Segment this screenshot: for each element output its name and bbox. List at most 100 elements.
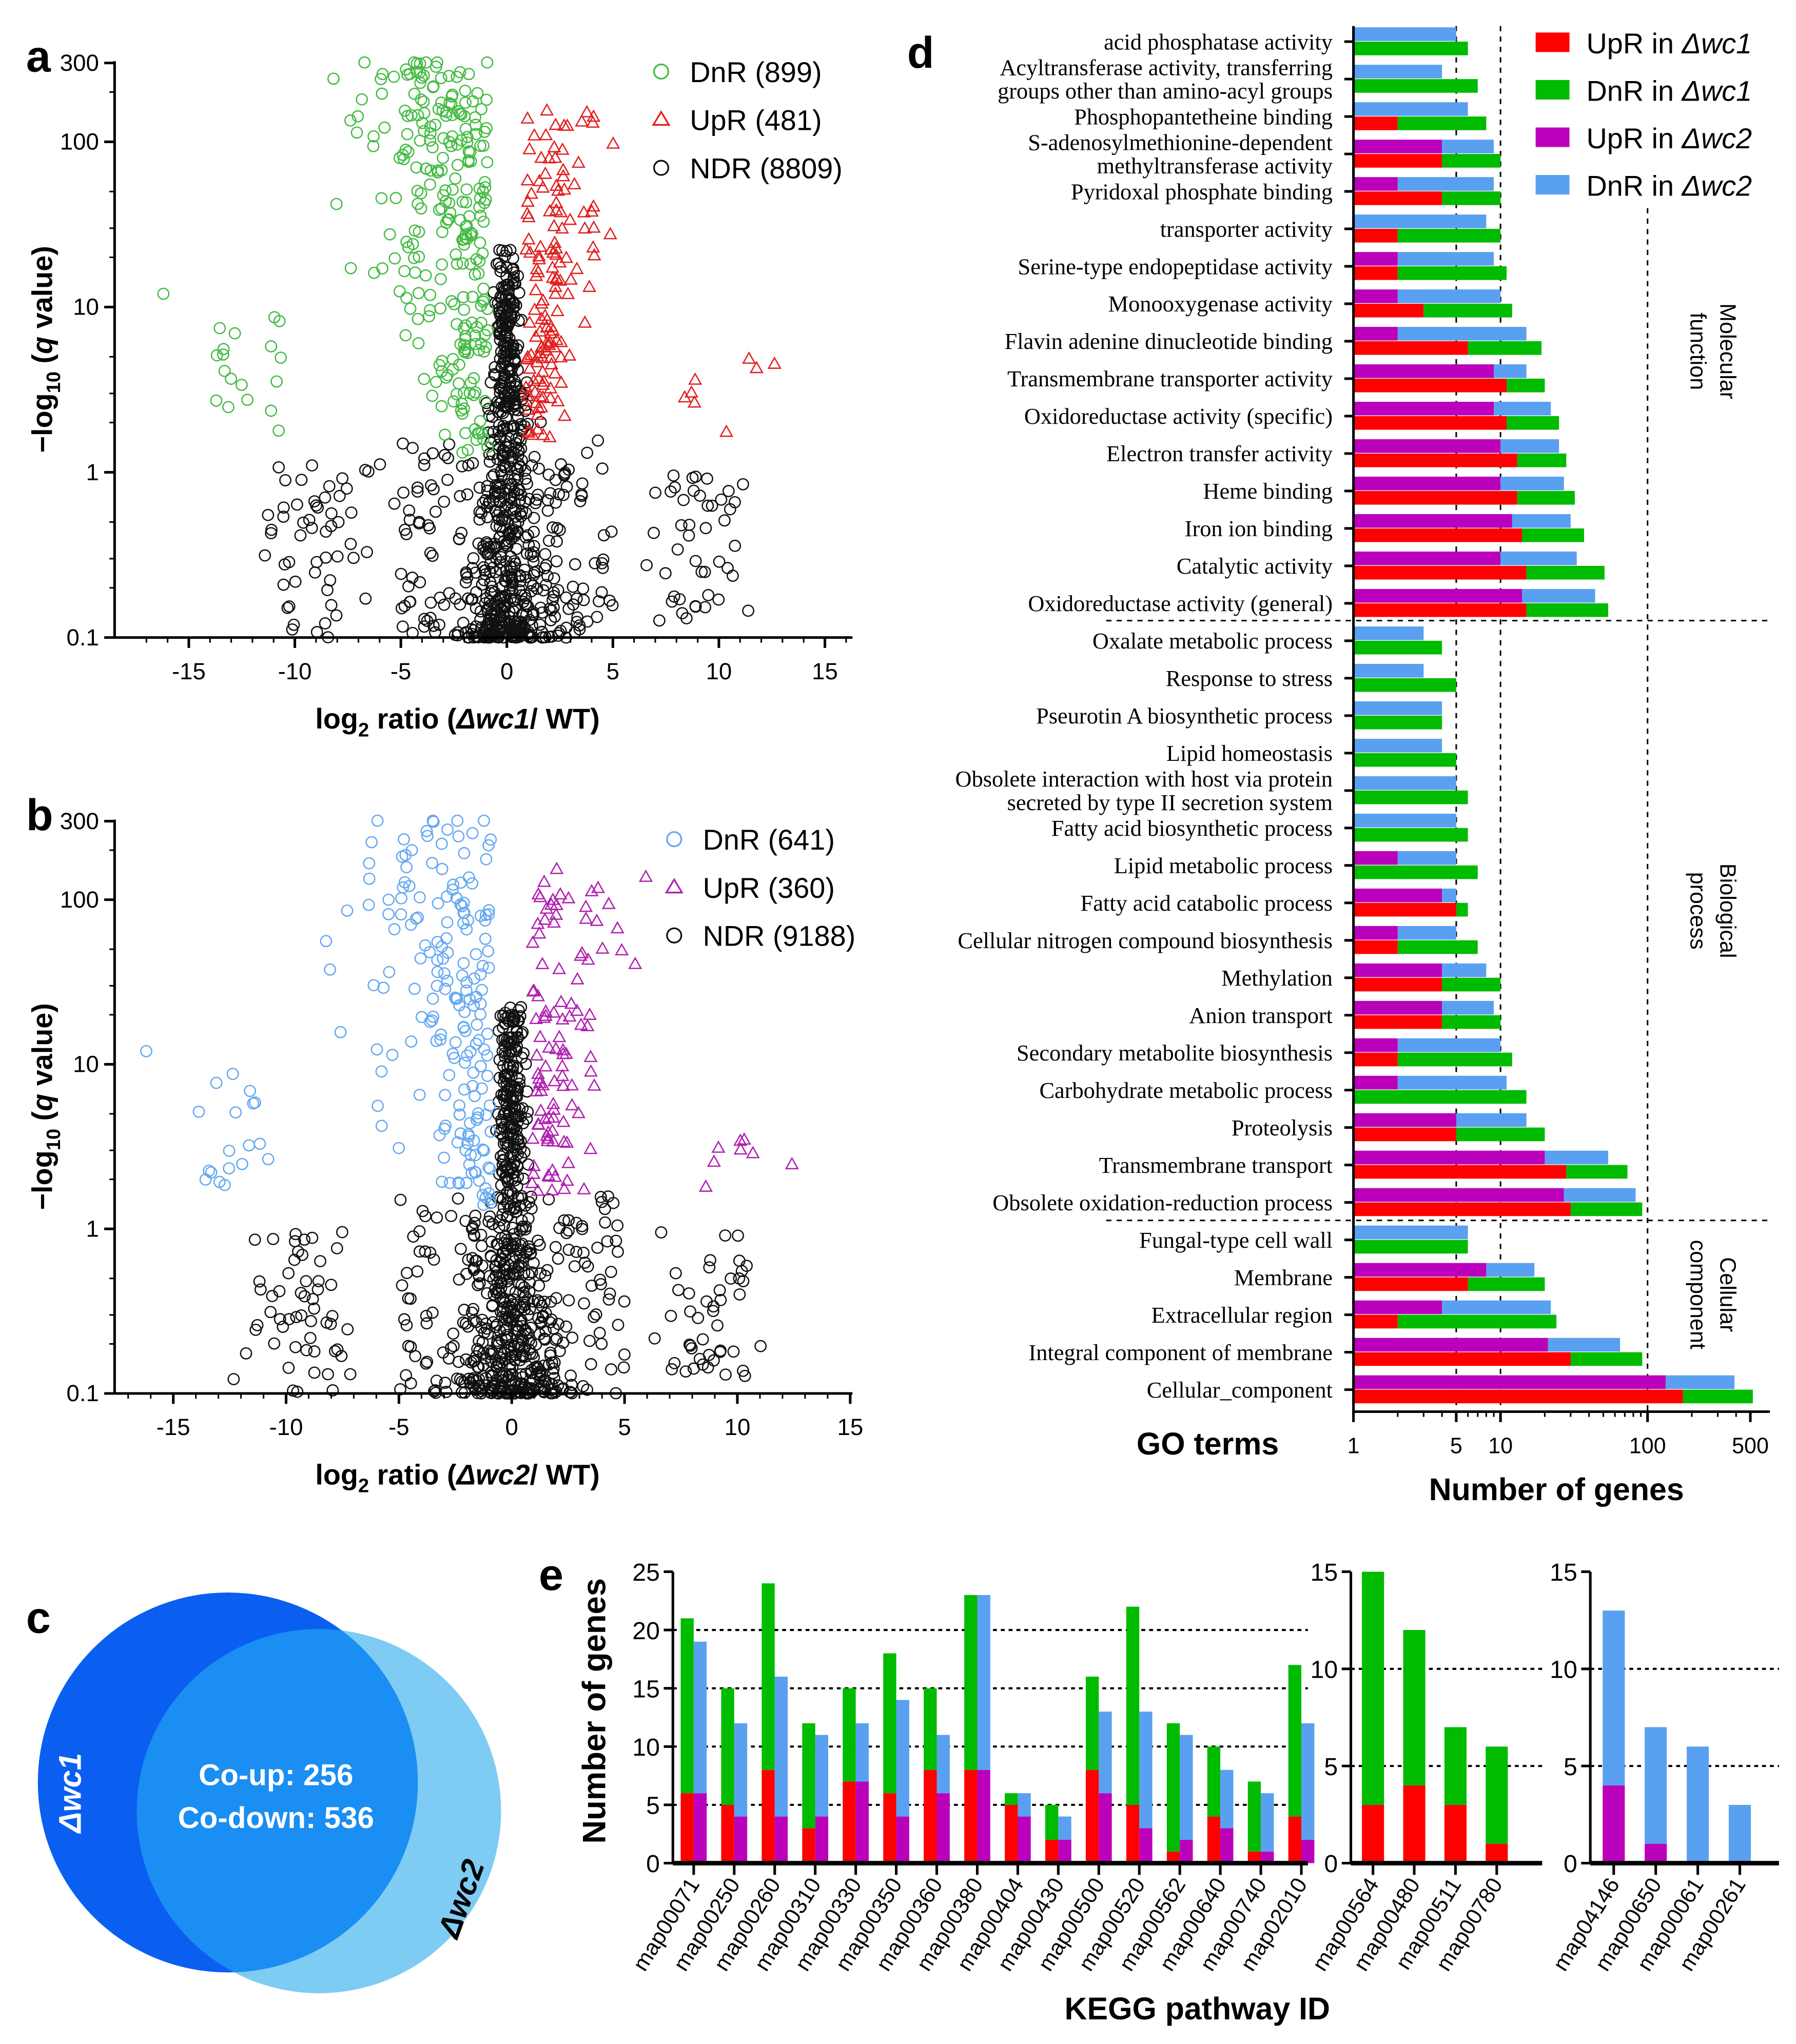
- volcano-point: [546, 1356, 558, 1369]
- volcano-point: [478, 1043, 491, 1056]
- volcano-point: [314, 1255, 326, 1268]
- volcano-point: [473, 427, 485, 440]
- wc1-dn-bar: [1397, 1314, 1557, 1329]
- volcano-point: [412, 337, 425, 349]
- volcano-point: [470, 586, 483, 599]
- go-term-label: S-adenosylmethionine-dependent: [1028, 129, 1333, 155]
- wc1-dn-bar: [1456, 902, 1468, 917]
- volcano-point: [595, 941, 610, 954]
- volcano-point: [482, 541, 495, 554]
- volcano-point: [562, 1294, 575, 1307]
- volcano-point: [719, 1368, 732, 1381]
- volcano-point: [289, 575, 302, 588]
- volcano-point: [499, 539, 512, 552]
- volcano-point: [531, 1066, 545, 1079]
- y-tick-label: 300: [60, 50, 99, 76]
- x-tick-label: 10: [706, 658, 732, 684]
- text-part: / WT): [530, 1459, 600, 1491]
- go-term-row: Oxidoreductase activity (specific): [1024, 402, 1559, 430]
- wc2-dn-bar: [1353, 664, 1424, 678]
- volcano-point: [695, 565, 708, 578]
- volcano-point: [694, 489, 706, 502]
- volcano-point: [426, 141, 439, 153]
- wc1-dn-bar: [1442, 1015, 1501, 1029]
- volcano-point: [466, 457, 479, 469]
- wc2-dn-bar: [1666, 1375, 1735, 1389]
- wc2-dn-bar: [1522, 589, 1595, 603]
- volcano-point: [682, 529, 695, 542]
- volcano-point: [458, 339, 471, 351]
- volcano-point: [482, 403, 495, 415]
- volcano-point: [521, 547, 533, 560]
- volcano-point: [458, 345, 471, 358]
- volcano-point: [511, 1244, 523, 1256]
- wc2-dn-bar: [1353, 776, 1456, 790]
- wc1-up-bar: [964, 1770, 978, 1863]
- y-tick-label: 10: [1550, 1656, 1577, 1684]
- volcano-point: [531, 401, 546, 414]
- volcano-point: [429, 119, 442, 131]
- go-term-row: Flavin adenine dinucleotide binding: [1005, 327, 1542, 355]
- wc1-dn-bar: [1397, 266, 1507, 280]
- x-tick-label: 5: [618, 1414, 631, 1440]
- volcano-point: [419, 1245, 432, 1258]
- volcano-point: [483, 448, 496, 461]
- volcano-point: [496, 1045, 509, 1058]
- volcano-point: [448, 991, 461, 1004]
- volcano-point: [405, 844, 418, 856]
- volcano-point: [540, 559, 553, 572]
- volcano-point: [426, 81, 439, 93]
- volcano-point: [471, 1018, 483, 1031]
- wc2-dn-bar: [734, 1723, 748, 1817]
- wc1-dn-bar: [1507, 416, 1559, 430]
- wc1-up-bar: [1486, 1843, 1508, 1863]
- volcano-point: [703, 1261, 716, 1274]
- volcano-point: [522, 315, 537, 328]
- volcano-point: [306, 459, 318, 472]
- volcano-point: [455, 108, 468, 121]
- volcano-point: [473, 1034, 485, 1047]
- volcano-point: [546, 323, 560, 336]
- volcano-point: [430, 376, 442, 388]
- wc2-dn-bar: [1018, 1793, 1031, 1817]
- volcano-point: [336, 1226, 348, 1239]
- text-part: value): [26, 1003, 58, 1094]
- volcano-point: [210, 349, 223, 362]
- volcano-point: [476, 1189, 489, 1202]
- volcano-point: [466, 290, 479, 303]
- volcano-point: [402, 580, 415, 593]
- volcano-point: [515, 589, 528, 602]
- x-tick-label: 1: [1348, 1434, 1360, 1459]
- volcano-point: [713, 1284, 726, 1296]
- volcano-point: [460, 984, 473, 997]
- wc2-up-bar: [1353, 963, 1442, 977]
- volcano-point: [592, 434, 604, 447]
- y-tick-label: 1: [86, 459, 99, 485]
- volcano-point: [282, 1362, 295, 1374]
- volcano-point: [539, 336, 554, 348]
- volcano-point: [482, 1215, 495, 1228]
- volcano-point: [552, 961, 567, 974]
- legend-label: UpR in Δwc2: [1587, 122, 1752, 154]
- y-tick-label: 10: [1311, 1656, 1338, 1684]
- volcano-point: [732, 1229, 744, 1242]
- go-term-label: Fungal-type cell wall: [1139, 1227, 1333, 1253]
- volcano-point: [404, 302, 417, 315]
- legend-item: DnR (641): [666, 823, 835, 856]
- volcano-point: [322, 1368, 334, 1381]
- volcano-point: [344, 114, 357, 127]
- go-term-label: Oxidoreductase activity (general): [1028, 591, 1333, 616]
- volcano-point: [522, 142, 537, 154]
- volcano-point: [482, 945, 495, 957]
- x-tick-label: 500: [1732, 1434, 1769, 1459]
- volcano-point: [460, 566, 473, 579]
- volcano-point: [483, 1210, 496, 1223]
- volcano-point: [587, 199, 601, 212]
- wc1-dn-bar: [1517, 490, 1575, 505]
- x-tick-label: 100: [1629, 1434, 1666, 1459]
- volcano-point: [248, 1233, 261, 1246]
- volcano-point: [434, 273, 447, 285]
- volcano-point: [421, 830, 434, 842]
- wc2-up-bar: [1353, 552, 1501, 565]
- wc2-dn-bar: [1353, 1225, 1468, 1240]
